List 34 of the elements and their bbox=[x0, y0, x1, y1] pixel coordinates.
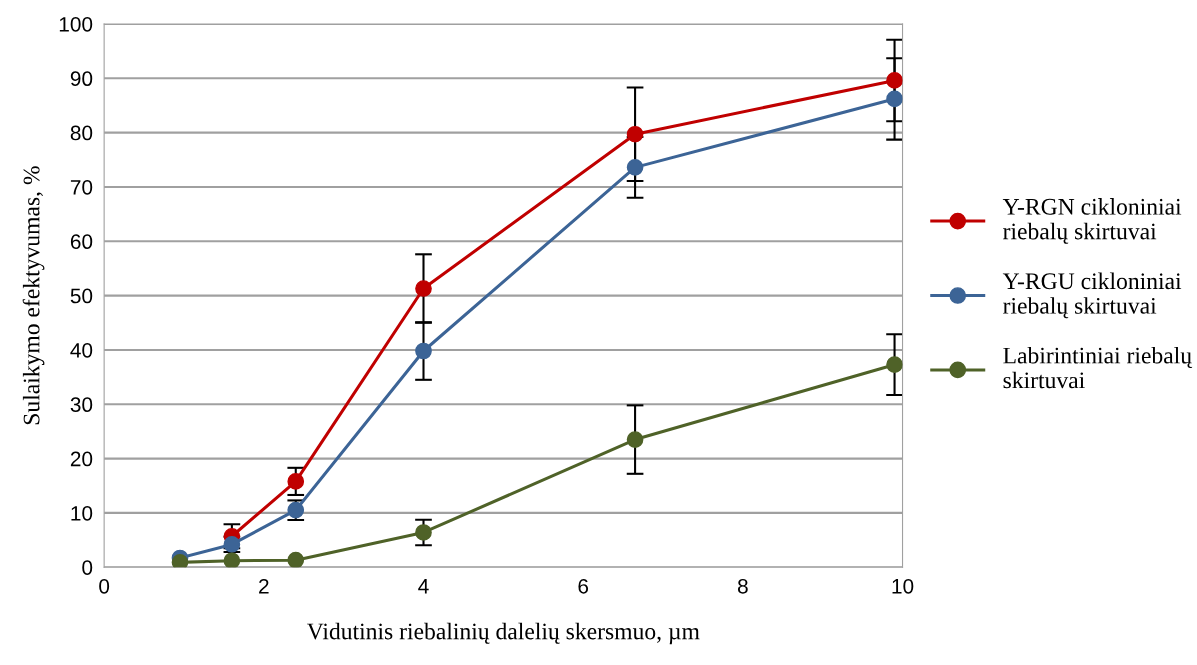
legend-label: Labirintiniai riebalų skirtuvai bbox=[1003, 346, 1193, 389]
point bbox=[171, 554, 189, 568]
y-tick-label: 30 bbox=[70, 397, 93, 413]
y-tick-label: 100 bbox=[59, 16, 93, 32]
x-tick-label: 6 bbox=[578, 578, 589, 594]
y-tick-label: 10 bbox=[71, 505, 93, 521]
point bbox=[415, 280, 432, 297]
point bbox=[287, 551, 305, 568]
x-axis-title: Vidutinis riebalinių dalelių skersmuo, µm bbox=[307, 622, 700, 645]
legend-label: Y-RGU cikloniniai riebalų skirtuvai bbox=[1002, 272, 1182, 319]
point bbox=[886, 356, 903, 373]
point bbox=[886, 72, 903, 89]
y-tick-label: 40 bbox=[70, 342, 93, 358]
y-tick-label: 60 bbox=[70, 234, 93, 250]
point bbox=[287, 473, 305, 490]
y-tick-label: 20 bbox=[70, 451, 93, 467]
x-tick-label: 4 bbox=[418, 579, 429, 594]
point bbox=[626, 125, 644, 143]
x-tick-label: 0 bbox=[99, 578, 110, 594]
point bbox=[415, 342, 432, 360]
y-tick-label: 90 bbox=[70, 71, 93, 87]
y-axis-title: Sulaikymo efektyvumas, % bbox=[22, 166, 45, 425]
y-tick-label: 70 bbox=[70, 179, 93, 195]
y-tick-label: 80 bbox=[70, 125, 93, 141]
point bbox=[626, 431, 644, 448]
point bbox=[415, 524, 432, 541]
y-tick-label: 50 bbox=[70, 288, 93, 304]
point bbox=[626, 159, 644, 176]
x-tick-label: 8 bbox=[737, 578, 748, 594]
legend-label: Y-RGN cikloniniai riebalų skirtuvai bbox=[1002, 198, 1182, 244]
x-tick-label: 10 bbox=[892, 578, 914, 594]
x-tick-label: 2 bbox=[259, 578, 269, 594]
y-tick-label: 0 bbox=[82, 560, 93, 575]
point bbox=[886, 90, 903, 108]
